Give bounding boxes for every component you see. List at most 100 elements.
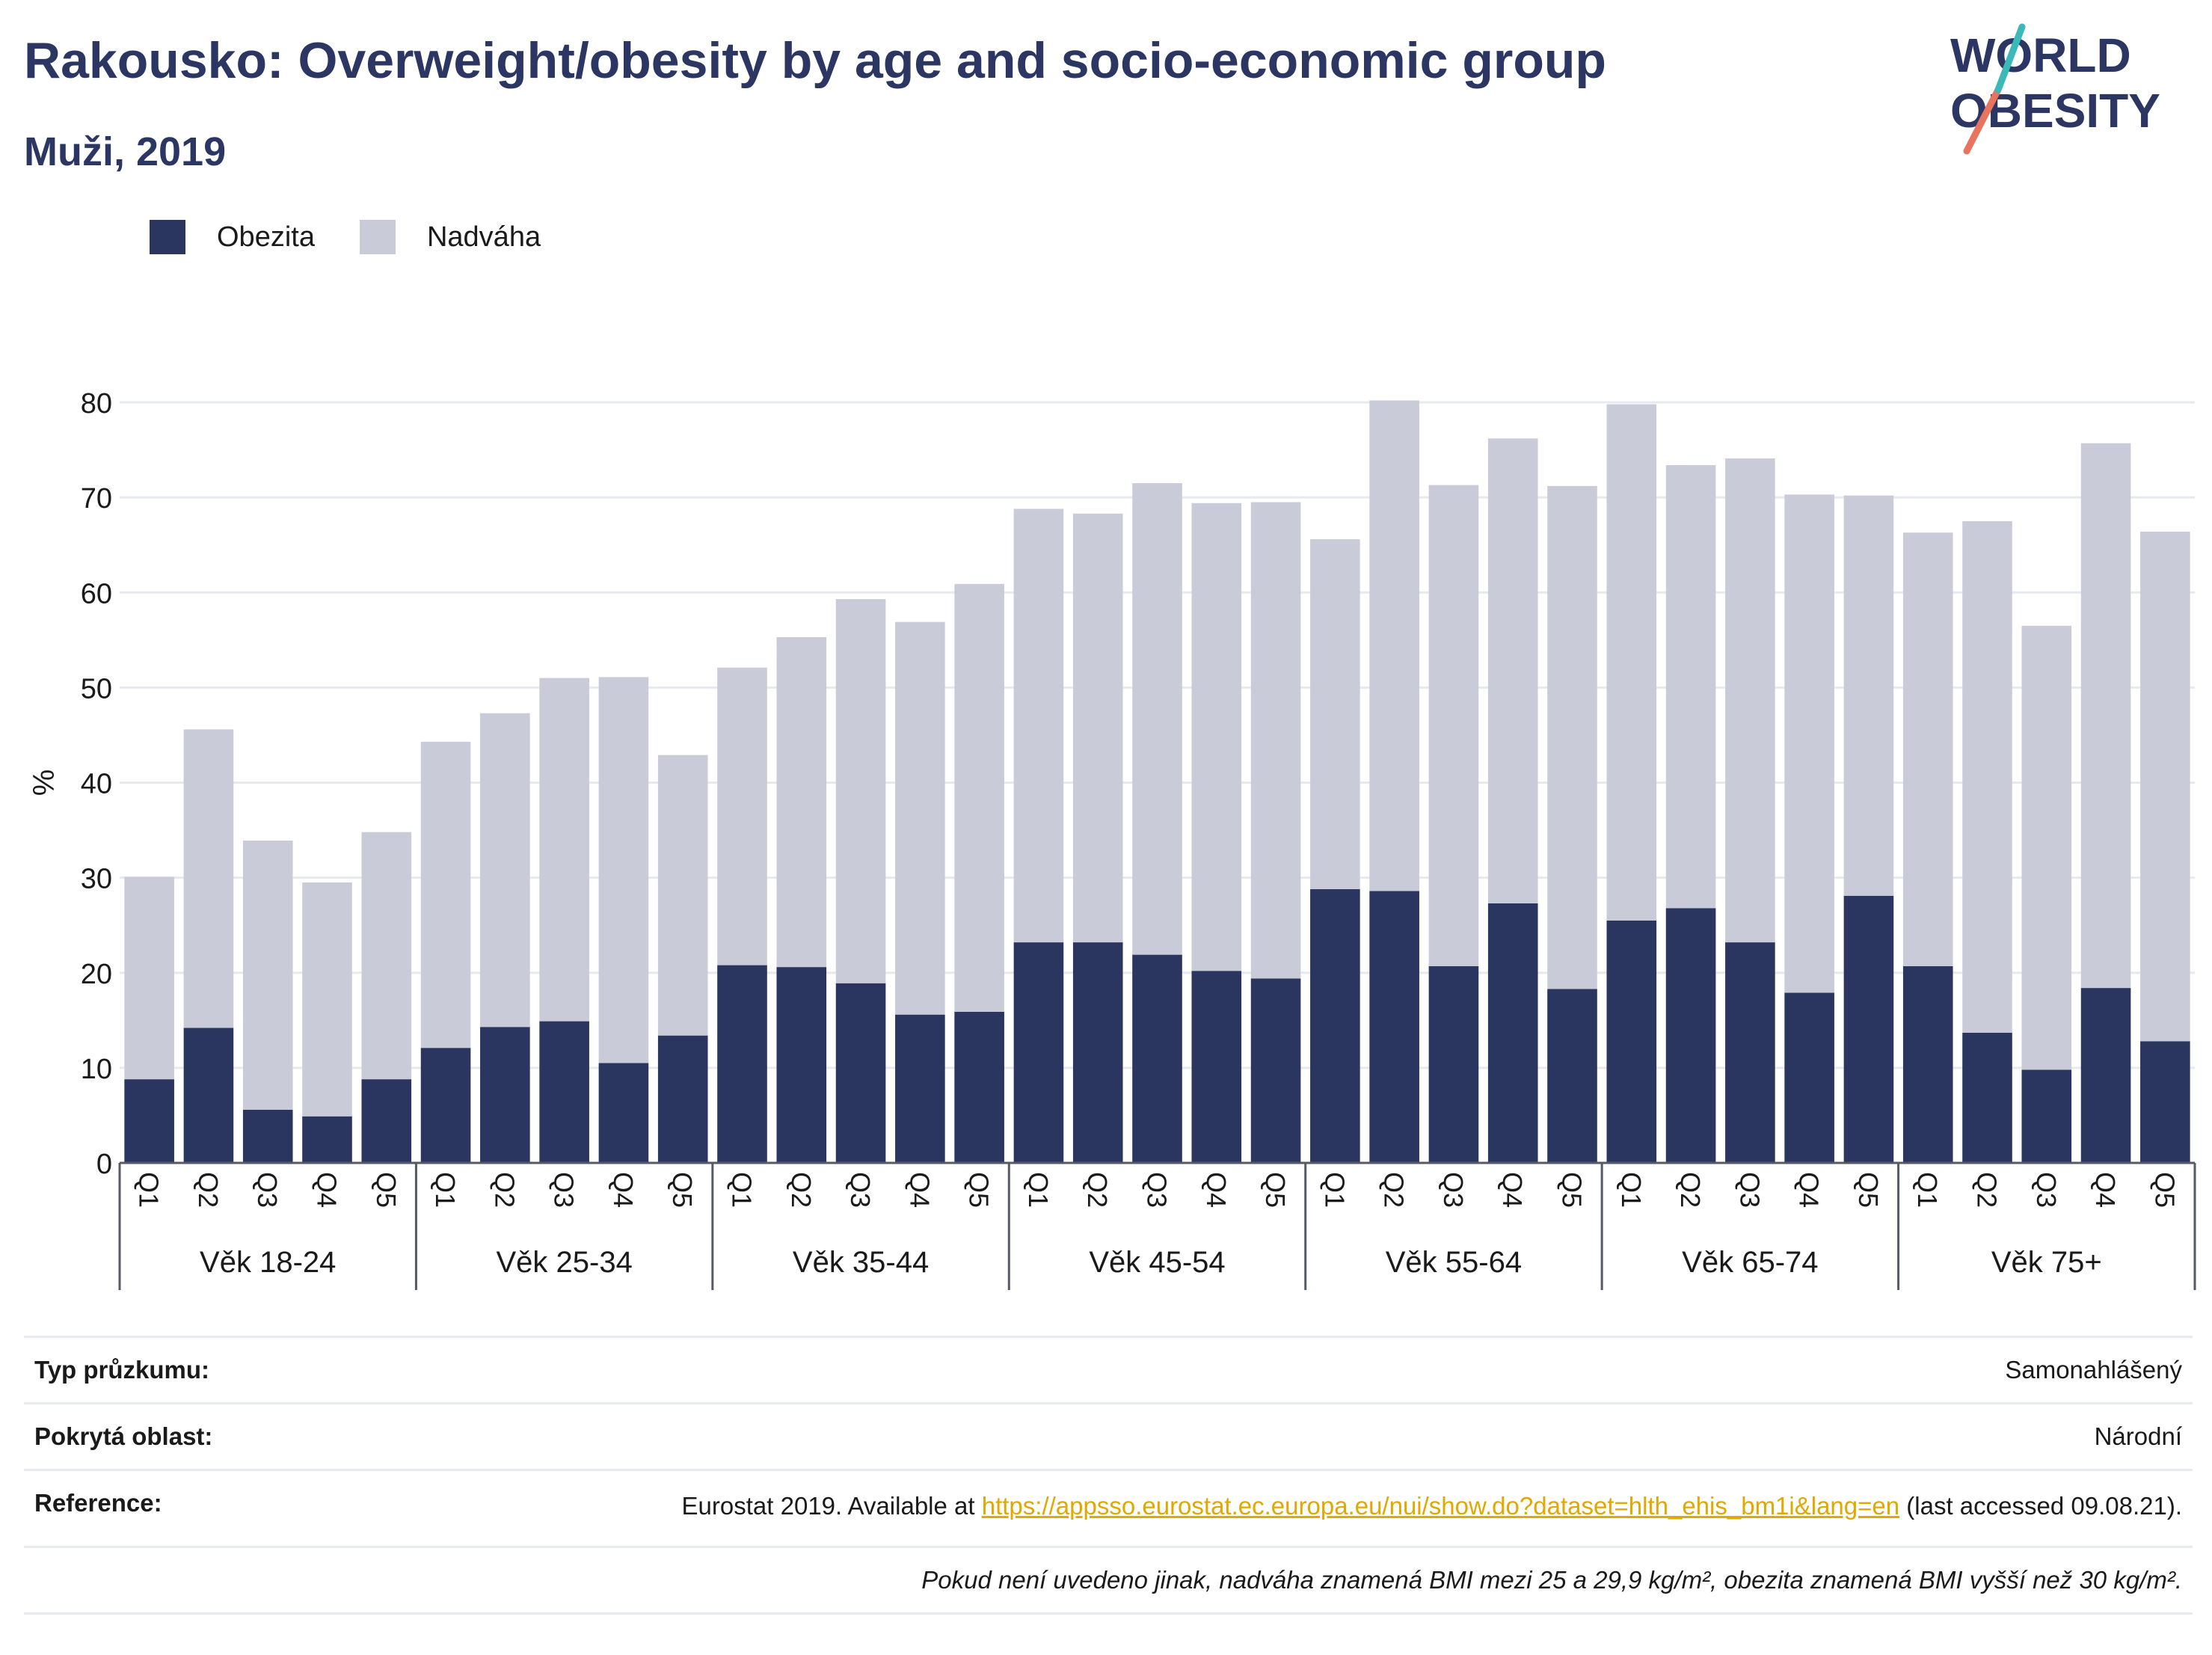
bar-chart: 0 10 20 30 40 50 60 70 80% Q1 Q2 Q3 Q4 Q5 Q1 Q2 Q3 Q4 Q5 Q1…: [28, 388, 2196, 1290]
bar-obezita: [2140, 1041, 2190, 1163]
x-subcategory-label: Q2: [1972, 1172, 2003, 1208]
bar-obezita: [895, 1014, 945, 1163]
legend-label-obesity: Obezita: [217, 221, 315, 253]
x-group-label: Věk 25-34: [496, 1246, 632, 1279]
x-subcategory-label: Q2: [786, 1172, 817, 1208]
bar-nadvaha: [1428, 485, 1479, 966]
y-tick-label: 40: [81, 769, 112, 800]
bar-obezita: [1784, 992, 1834, 1163]
bar-obezita: [657, 1035, 708, 1163]
x-group-label: Věk 55-64: [1386, 1246, 1522, 1279]
bar-obezita: [1902, 965, 1953, 1163]
x-subcategory-label: Q2: [1082, 1172, 1113, 1208]
bar-nadvaha: [1784, 494, 1834, 993]
info-row-coverage: Pokrytá oblast: Národní: [24, 1402, 2193, 1469]
bar-obezita: [717, 965, 767, 1163]
x-subcategory-label: Q5: [1260, 1172, 1291, 1208]
reference-link[interactable]: https://appsso.eurostat.ec.europa.eu/nui…: [981, 1492, 1900, 1520]
bar-nadvaha: [1725, 458, 1775, 943]
bar-obezita: [1487, 903, 1538, 1163]
x-subcategory-label: Q4: [904, 1172, 935, 1208]
reference-prefix: Eurostat 2019. Available at: [681, 1492, 982, 1520]
reference-suffix: (last accessed 09.08.21).: [1899, 1492, 2182, 1520]
x-subcategory-label: Q4: [1794, 1172, 1825, 1208]
bar-nadvaha: [1606, 404, 1657, 921]
world-obesity-logo: WORLD OBESITY: [1950, 23, 2160, 155]
bar-obezita: [1428, 965, 1479, 1163]
legend-item-obesity: Obezita: [150, 220, 315, 254]
bar-nadvaha: [1013, 509, 1064, 943]
x-subcategory-label: Q1: [727, 1172, 758, 1208]
x-subcategory-label: Q5: [2149, 1172, 2180, 1208]
bar-nadvaha: [1072, 513, 1123, 943]
bar-nadvaha: [183, 729, 234, 1028]
bar-nadvaha: [717, 667, 767, 965]
legend-label-overweight: Nadváha: [426, 221, 541, 253]
bar-obezita: [183, 1028, 234, 1163]
x-subcategory-label: Q3: [2031, 1172, 2062, 1208]
svg-text:WORLD: WORLD: [1950, 28, 2131, 82]
bar-obezita: [302, 1116, 352, 1163]
x-subcategory-label: Q4: [1201, 1172, 1232, 1208]
bar-nadvaha: [1310, 539, 1360, 889]
survey-type-value: Samonahlášený: [2005, 1356, 2182, 1384]
x-subcategory-label: Q5: [667, 1172, 698, 1208]
y-tick-label: 10: [81, 1054, 112, 1085]
bar-obezita: [420, 1048, 471, 1163]
bar-nadvaha: [1250, 502, 1301, 979]
x-subcategory-label: Q2: [1675, 1172, 1706, 1208]
coverage-value: Národní: [2094, 1422, 2182, 1450]
bar-obezita: [2021, 1069, 2072, 1163]
bar-obezita: [776, 967, 827, 1163]
y-tick-label: 60: [81, 578, 112, 610]
x-group-label: Věk 75+: [1991, 1246, 2102, 1279]
x-group-label: Věk 18-24: [200, 1246, 336, 1279]
bar-nadvaha: [2021, 625, 2072, 1070]
x-subcategory-label: Q5: [1853, 1172, 1884, 1208]
bar-nadvaha: [598, 677, 649, 1063]
x-group-label: Věk 35-44: [793, 1246, 929, 1279]
bar-nadvaha: [2080, 443, 2131, 989]
x-subcategory-label: Q1: [1319, 1172, 1350, 1208]
bar-nadvaha: [1132, 483, 1182, 955]
bar-obezita: [954, 1011, 1004, 1163]
bar-nadvaha: [1547, 485, 1597, 989]
legend-swatch-obesity: [150, 220, 185, 254]
bar-nadvaha: [539, 678, 589, 1022]
bar-obezita: [835, 983, 886, 1163]
survey-type-label: Typ průzkumu:: [34, 1356, 210, 1384]
x-subcategory-label: Q4: [608, 1172, 639, 1208]
bar-obezita: [1843, 895, 1894, 1163]
bar-nadvaha: [361, 832, 412, 1080]
definition-note: Pokud není uvedeno jinak, nadváha znamen…: [24, 1546, 2193, 1615]
x-subcategory-label: Q4: [1497, 1172, 1528, 1208]
y-tick-label: 30: [81, 864, 112, 895]
y-tick-label: 70: [81, 483, 112, 515]
bar-obezita: [1250, 978, 1301, 1163]
bar-obezita: [1962, 1032, 2012, 1163]
bar-nadvaha: [242, 841, 293, 1110]
bar-nadvaha: [776, 636, 827, 968]
x-subcategory-label: Q1: [430, 1172, 461, 1208]
bar-nadvaha: [895, 621, 945, 1015]
x-subcategory-label: Q3: [1142, 1172, 1173, 1208]
bar-obezita: [1725, 942, 1775, 1163]
x-subcategory-label: Q3: [1438, 1172, 1469, 1208]
x-subcategory-label: Q4: [312, 1172, 342, 1208]
chart-legend: Obezita Nadváha: [150, 220, 586, 254]
bar-nadvaha: [1665, 464, 1716, 909]
x-subcategory-label: Q1: [1023, 1172, 1054, 1208]
bar-obezita: [1665, 908, 1716, 1163]
bar-nadvaha: [302, 882, 352, 1117]
x-group-label: Věk 45-54: [1089, 1246, 1225, 1279]
x-subcategory-label: Q1: [1616, 1172, 1647, 1208]
y-tick-label: 80: [81, 388, 112, 420]
x-subcategory-label: Q2: [193, 1172, 224, 1208]
bar-obezita: [124, 1079, 174, 1163]
x-subcategory-label: Q3: [549, 1172, 580, 1208]
bar-nadvaha: [480, 713, 530, 1028]
x-group-label: Věk 65-74: [1682, 1246, 1818, 1279]
page-subtitle: Muži, 2019: [24, 129, 227, 174]
bar-nadvaha: [1369, 400, 1419, 891]
legend-item-overweight: Nadváha: [359, 220, 541, 254]
